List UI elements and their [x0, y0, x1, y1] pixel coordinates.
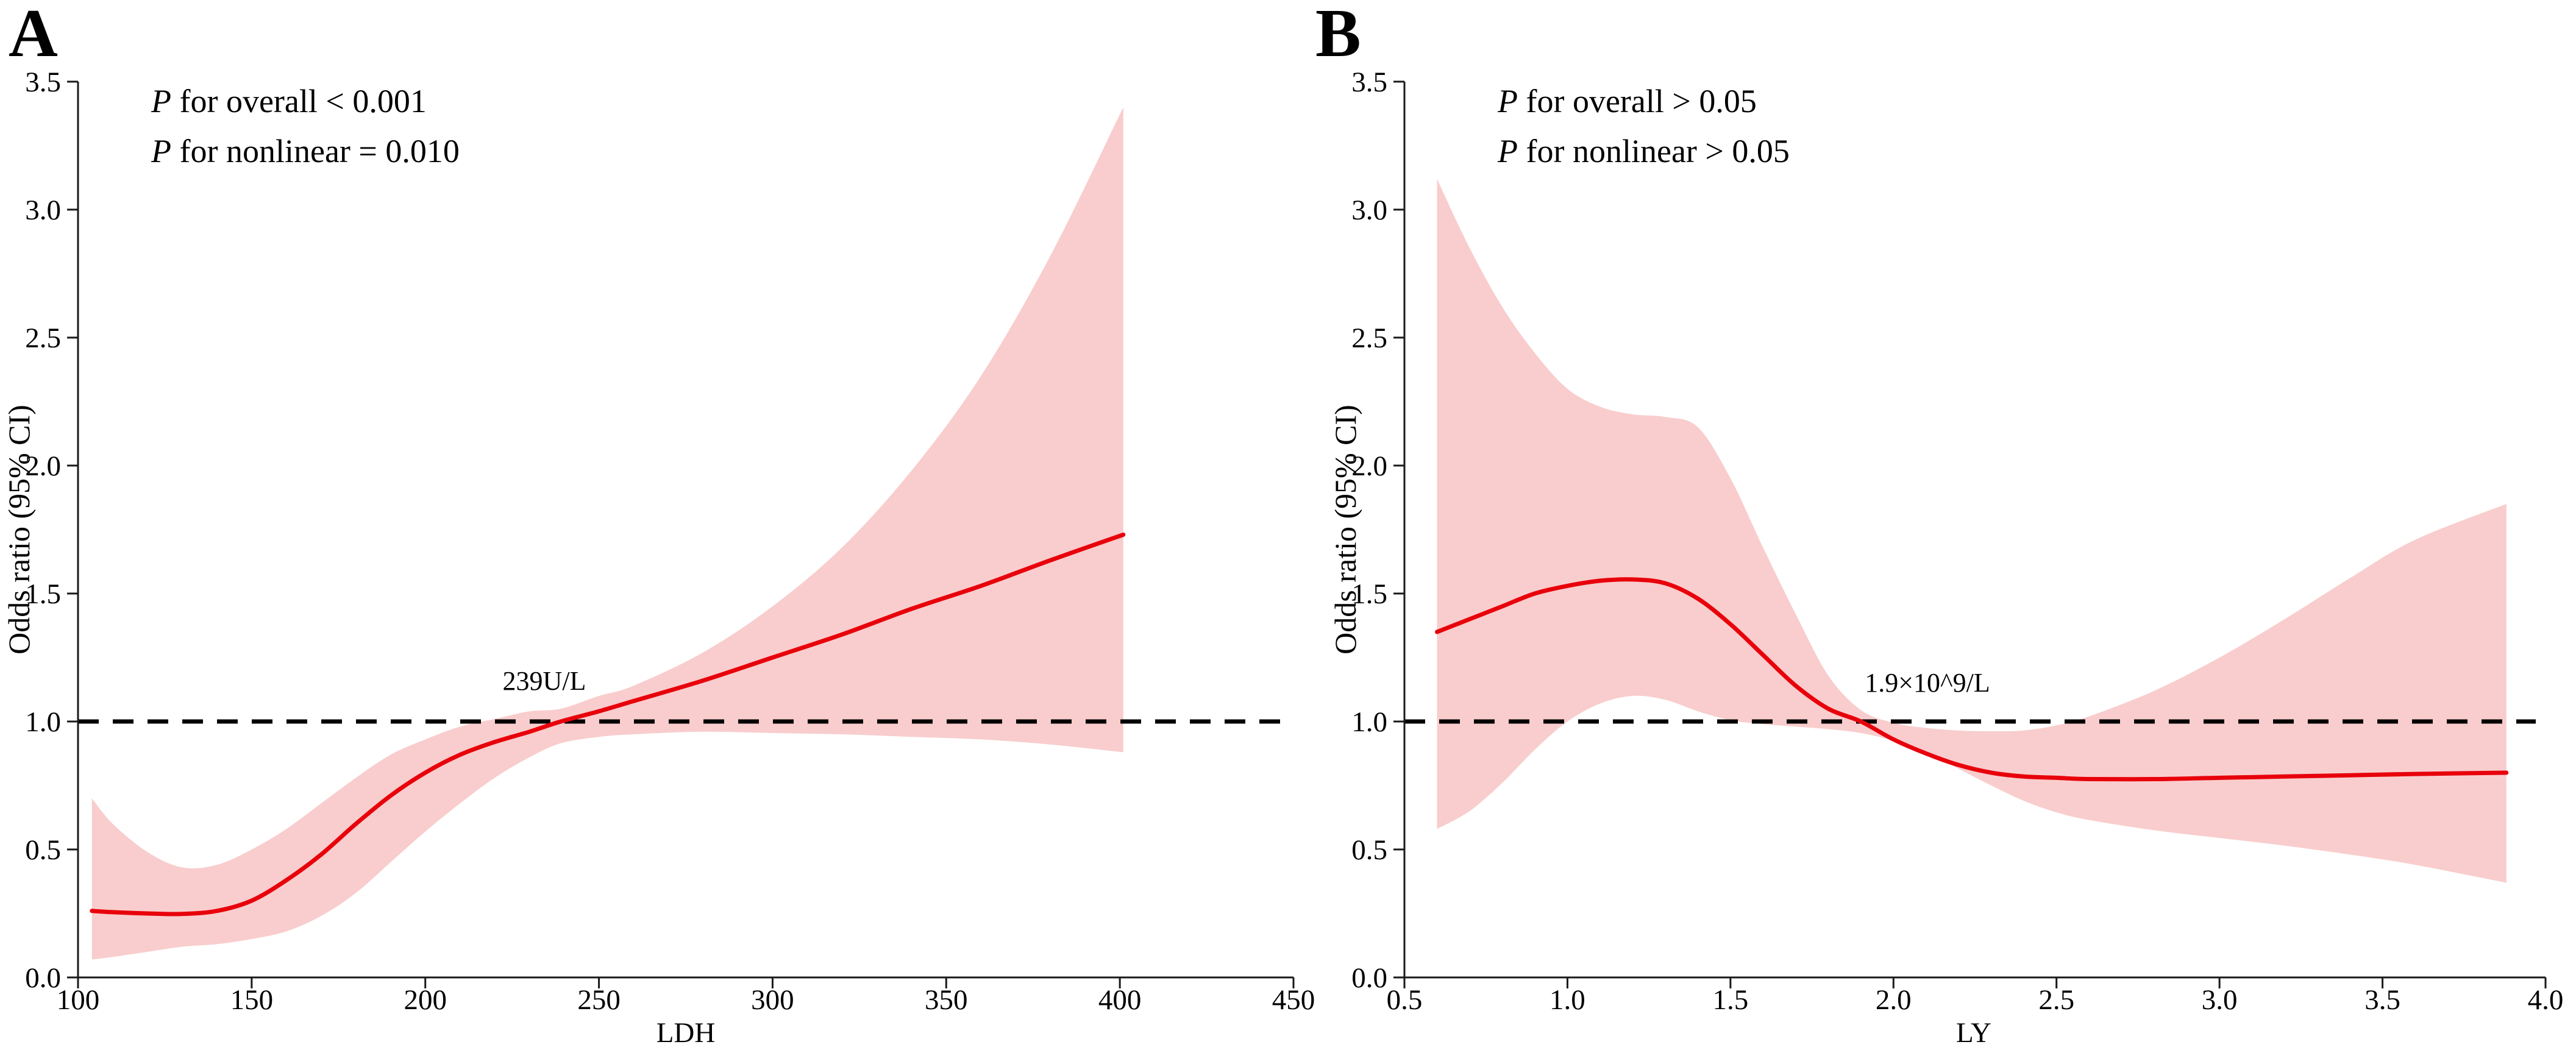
- p-symbol: P: [1497, 83, 1518, 119]
- x-tick-label: 2.5: [2038, 984, 2074, 1016]
- x-tick-label: 150: [230, 984, 274, 1016]
- y-tick-label: 0.0: [1351, 962, 1387, 994]
- x-tick-label: 1.5: [1712, 984, 1748, 1016]
- x-tick-label: 2.0: [1876, 984, 1912, 1016]
- panel-a-p-nonlinear: P for nonlinear = 0.010: [151, 133, 460, 169]
- y-tick-label: 2.5: [25, 322, 61, 354]
- panel-b: B P for overall > 0.05 P for nonlinear >…: [1315, 0, 2563, 1049]
- p-nonlinear-text: for nonlinear > 0.05: [1518, 133, 1790, 169]
- y-tick-label: 1.5: [1351, 578, 1387, 610]
- y-tick-label: 1.5: [25, 578, 61, 610]
- x-tick-label: 300: [751, 984, 794, 1016]
- y-tick-label: 1.0: [25, 706, 61, 738]
- y-tick-label: 0.5: [1351, 834, 1387, 866]
- y-tick-label: 1.0: [1351, 706, 1387, 738]
- p-symbol: P: [1497, 133, 1518, 169]
- panel-a-label: A: [9, 0, 58, 71]
- panel-b-label: B: [1315, 0, 1361, 71]
- panel-b-p-nonlinear: P for nonlinear > 0.05: [1497, 133, 1790, 169]
- x-tick-label: 100: [57, 984, 100, 1016]
- panel-a-y-axis-title: Odds ratio (95% CI): [2, 405, 36, 654]
- panel-b-x-axis-title: LY: [1956, 1017, 1991, 1049]
- p-nonlinear-text: for nonlinear = 0.010: [171, 133, 460, 169]
- ci-band: [91, 107, 1123, 960]
- odds-ratio-curve: [1435, 577, 2509, 782]
- x-tick-label: 0.5: [1387, 984, 1423, 1016]
- p-overall-text: for overall < 0.001: [171, 83, 427, 119]
- p-overall-text: for overall > 0.05: [1518, 83, 1757, 119]
- x-tick-label: 350: [925, 984, 968, 1016]
- panel-a-p-overall: P for overall < 0.001: [151, 83, 427, 119]
- x-tick-label: 400: [1098, 984, 1142, 1016]
- y-tick-label: 3.0: [1351, 194, 1387, 226]
- x-tick-label: 1.0: [1550, 984, 1585, 1016]
- x-tick-label: 3.0: [2202, 984, 2238, 1016]
- x-tick-label: 3.5: [2364, 984, 2400, 1016]
- p-symbol: P: [151, 133, 171, 169]
- x-tick-label: 450: [1272, 984, 1315, 1016]
- panel-a-threshold-annotation: 239U/L: [503, 666, 586, 696]
- panel-a-plot-area: 100 150 200 250 300 350 400 450 0.0 0.5 1.0 1.5 2.0 2…: [25, 66, 1315, 1016]
- panel-a: A P for overall < 0.001 P for nonlinear …: [2, 0, 1315, 1049]
- panel-b-y-axis-title: Odds ratio (95% CI): [1328, 405, 1362, 654]
- y-tick-label: 3.5: [25, 66, 61, 98]
- panel-b-threshold-annotation: 1.9×10^9/L: [1865, 668, 1990, 698]
- panel-b-p-overall: P for overall > 0.05: [1497, 83, 1757, 119]
- y-tick-label: 2.5: [1351, 322, 1387, 354]
- y-tick-label: 3.0: [25, 194, 61, 226]
- y-tick-label: 2.0: [25, 450, 61, 482]
- x-tick-label: 200: [404, 984, 447, 1016]
- x-tick-label: 4.0: [2528, 984, 2564, 1016]
- y-tick-label: 3.5: [1351, 66, 1387, 98]
- x-tick-label: 250: [577, 984, 621, 1016]
- y-tick-label: 2.0: [1351, 450, 1387, 482]
- y-tick-label: 0.0: [25, 962, 61, 994]
- y-tick-label: 0.5: [25, 834, 61, 866]
- odds-ratio-curve: [90, 532, 1126, 916]
- ci-band: [1437, 179, 2507, 883]
- panel-a-x-axis-title: LDH: [656, 1017, 716, 1049]
- panel-b-plot-area: 0.5 1.0 1.5 2.0 2.5 3.0 3.5 4.00.00.51.01.52.02…: [1351, 66, 2563, 1016]
- p-symbol: P: [151, 83, 171, 119]
